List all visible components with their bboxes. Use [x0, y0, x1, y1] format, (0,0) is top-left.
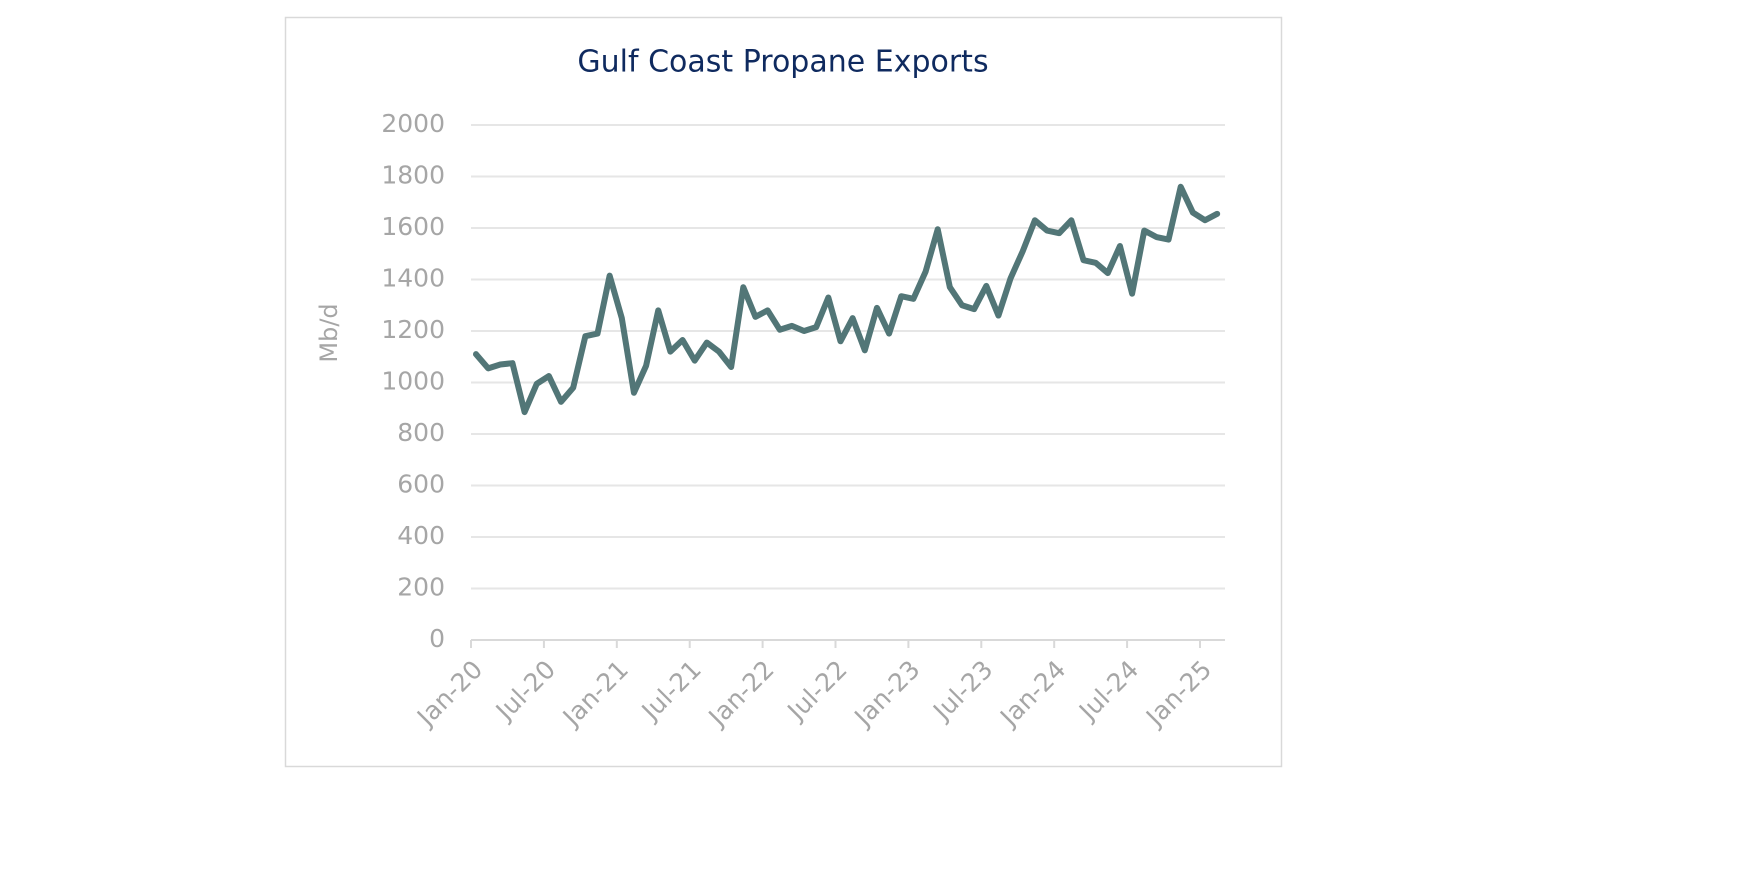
chart-title: Gulf Coast Propane Exports [577, 45, 988, 80]
y-tick-label: 1400 [381, 264, 445, 293]
y-tick-label: 1600 [381, 212, 445, 241]
y-tick-label: 200 [397, 573, 445, 602]
y-tick-label: 600 [397, 470, 445, 499]
y-tick-label: 1000 [381, 367, 445, 396]
y-axis-label: Mb/d [315, 303, 343, 362]
y-tick-label: 1200 [381, 315, 445, 344]
y-tick-label: 1800 [381, 161, 445, 190]
chart-frame [284, 16, 1283, 768]
data-line [473, 183, 1221, 416]
y-tick-label: 800 [397, 418, 445, 447]
y-tick-label: 400 [397, 521, 445, 550]
y-tick-label: 2000 [381, 109, 445, 138]
y-tick-label: 0 [429, 624, 445, 653]
